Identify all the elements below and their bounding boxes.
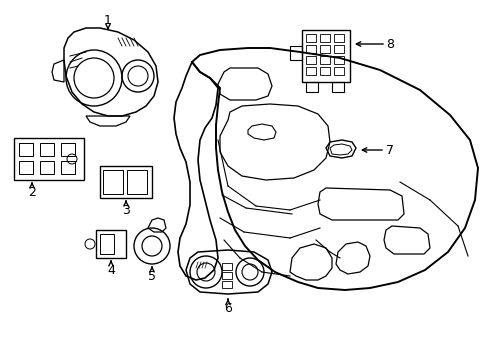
Text: 2: 2 bbox=[28, 185, 36, 198]
Bar bbox=[61, 161, 75, 174]
Bar bbox=[333, 67, 343, 75]
Bar bbox=[96, 230, 126, 258]
Bar bbox=[19, 143, 33, 156]
Text: 4: 4 bbox=[107, 264, 115, 276]
Bar bbox=[103, 170, 123, 194]
Text: 1: 1 bbox=[104, 14, 112, 27]
Bar bbox=[333, 56, 343, 64]
Bar bbox=[305, 56, 315, 64]
Text: 7: 7 bbox=[385, 144, 393, 157]
Bar bbox=[333, 45, 343, 53]
Text: 6: 6 bbox=[224, 302, 231, 315]
Bar bbox=[40, 143, 54, 156]
Bar bbox=[319, 67, 329, 75]
Bar bbox=[14, 138, 84, 180]
Bar bbox=[127, 170, 147, 194]
Bar bbox=[331, 82, 343, 92]
Bar bbox=[289, 46, 302, 60]
Bar bbox=[222, 263, 231, 270]
Bar bbox=[222, 272, 231, 279]
Text: 3: 3 bbox=[122, 203, 130, 216]
Bar bbox=[319, 45, 329, 53]
Bar bbox=[305, 45, 315, 53]
Bar bbox=[305, 82, 317, 92]
Bar bbox=[61, 143, 75, 156]
Text: 8: 8 bbox=[385, 37, 393, 50]
Bar bbox=[19, 161, 33, 174]
Bar bbox=[40, 161, 54, 174]
Bar bbox=[100, 234, 114, 254]
Bar bbox=[333, 34, 343, 42]
Bar bbox=[319, 34, 329, 42]
Bar bbox=[319, 56, 329, 64]
Text: 5: 5 bbox=[148, 270, 156, 283]
Bar bbox=[100, 166, 152, 198]
Bar bbox=[302, 30, 349, 82]
Bar bbox=[222, 281, 231, 288]
Bar bbox=[305, 34, 315, 42]
Bar bbox=[305, 67, 315, 75]
